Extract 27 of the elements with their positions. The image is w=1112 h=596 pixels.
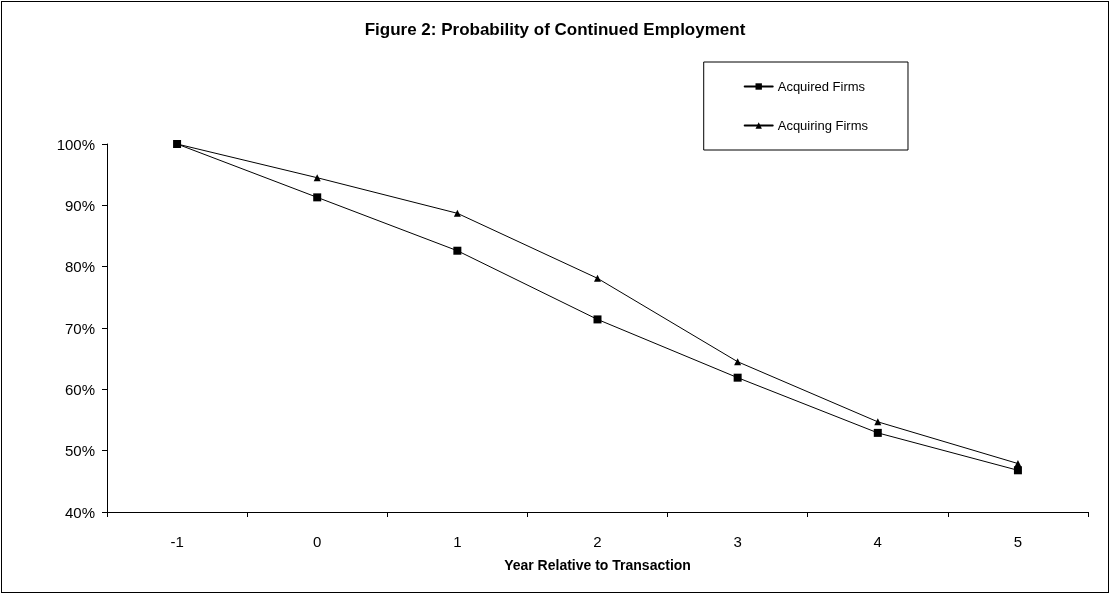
legend-label: Acquiring Firms [777, 118, 869, 133]
point [593, 315, 602, 324]
y-tick-label: 60% [64, 380, 95, 398]
legend-label: Acquired Firms [777, 79, 866, 94]
y-tick-label: 100% [56, 135, 95, 153]
point [873, 428, 882, 437]
y-tick-label: 40% [64, 503, 95, 521]
point [453, 246, 462, 255]
point [1013, 466, 1022, 475]
chart-title: Figure 2: Probability of Continued Employment [364, 20, 746, 39]
x-tick-label: 1 [453, 533, 462, 550]
y-tick-label: 80% [64, 258, 95, 276]
point [733, 373, 742, 382]
x-tick-label: 5 [1013, 533, 1023, 550]
y-tick-label: 50% [64, 442, 95, 460]
point [453, 209, 461, 217]
x-tick-label: -1 [170, 533, 184, 550]
point [313, 193, 322, 202]
point [594, 274, 601, 282]
y-tick-label: 70% [64, 319, 95, 337]
x-axis-title: Year Relative to Transaction [504, 557, 691, 573]
x-tick-label: 0 [313, 533, 322, 550]
y-tick-label: 90% [64, 196, 95, 214]
point [1014, 460, 1022, 468]
x-tick-label: 2 [593, 533, 602, 550]
x-tick-label: 3 [733, 533, 742, 550]
x-tick-label: 4 [873, 533, 882, 550]
